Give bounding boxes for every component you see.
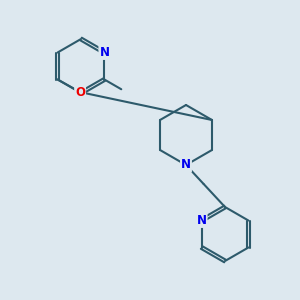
Text: N: N	[181, 158, 191, 172]
Text: N: N	[99, 46, 110, 59]
Text: N: N	[196, 214, 207, 227]
Text: O: O	[75, 85, 85, 99]
